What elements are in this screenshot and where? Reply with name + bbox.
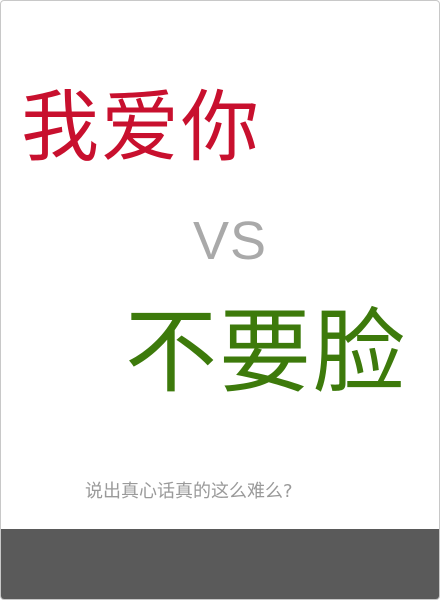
cover-title-top: 我爱你 xyxy=(21,83,262,173)
cover-tagline: 说出真心话真的这么难么? xyxy=(85,481,293,502)
versus-label: VS xyxy=(193,211,268,271)
cover-title-bottom: 不要脸 xyxy=(125,299,408,406)
bottom-band xyxy=(1,529,439,599)
